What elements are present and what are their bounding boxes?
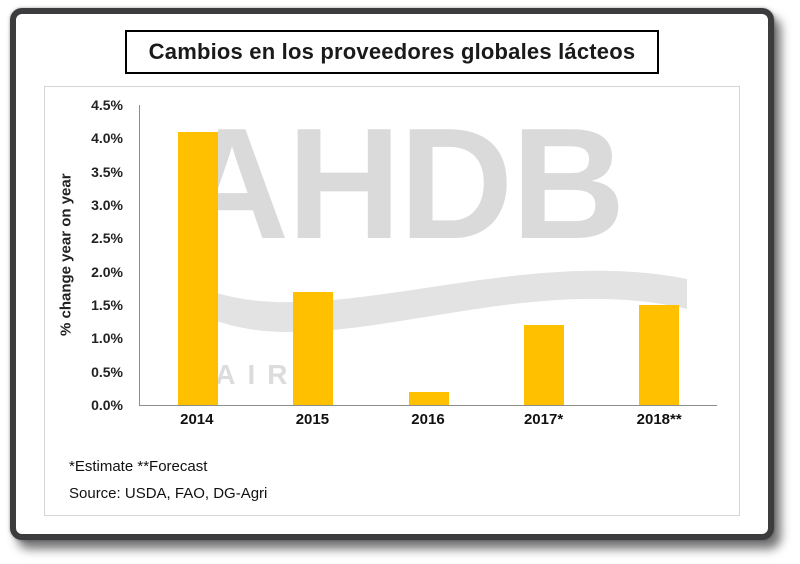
x-tick-label: 2014 bbox=[180, 411, 214, 428]
footnote-source: Source: USDA, FAO, DG-Agri bbox=[69, 485, 268, 502]
y-tick-label: 4.5% bbox=[91, 97, 123, 113]
x-axis-tick-labels: 2014 2015 2016 2017* 2018** bbox=[139, 411, 717, 428]
bar-slot bbox=[486, 325, 601, 405]
y-tick-label: 0.0% bbox=[91, 397, 123, 413]
y-tick-label: 3.5% bbox=[91, 163, 123, 180]
x-tick-label: 2018** bbox=[636, 411, 682, 428]
y-tick-label: 1.0% bbox=[91, 330, 123, 347]
y-axis-title: % change year on year bbox=[57, 173, 75, 337]
bar-slot bbox=[255, 291, 370, 405]
chart-title: Cambios en los proveedores globales láct… bbox=[148, 39, 636, 64]
bar-2015 bbox=[293, 291, 334, 405]
bar-2018** bbox=[639, 305, 680, 405]
bar-2017* bbox=[523, 325, 564, 405]
bar-slot bbox=[602, 305, 717, 405]
y-axis-tick-labels: 4.5% 4.0% 3.5% 3.0% 2.5% 2.0% 1.5% 1.0% 0.5% 0.0% bbox=[79, 97, 131, 413]
bar-2014 bbox=[177, 131, 218, 405]
bar-2016 bbox=[408, 391, 449, 405]
y-tick-label: 0.5% bbox=[91, 363, 123, 380]
chart-card-frame: Cambios en los proveedores globales láct… bbox=[10, 8, 774, 540]
y-tick-label: 2.5% bbox=[91, 230, 123, 247]
y-tick-label: 2.0% bbox=[91, 263, 123, 280]
chart-title-box: Cambios en los proveedores globales láct… bbox=[124, 30, 660, 74]
chart-region: AHDB DAIRY % change year on year 4.5% 4.0… bbox=[51, 95, 733, 447]
y-tick-label: 4.0% bbox=[91, 130, 123, 147]
y-tick-label: 3.0% bbox=[91, 197, 123, 213]
plot-area bbox=[139, 105, 717, 406]
x-tick-label: 2017* bbox=[523, 411, 564, 428]
bar-slot bbox=[371, 391, 486, 405]
y-tick-label: 1.5% bbox=[91, 297, 123, 313]
x-tick-label: 2015 bbox=[295, 411, 330, 428]
x-tick-label: 2016 bbox=[411, 411, 445, 428]
bar-slot bbox=[140, 131, 255, 405]
chart-area: AHDB DAIRY % change year on year 4.5% 4.0… bbox=[44, 86, 740, 516]
footnote-estimate-forecast: *Estimate **Forecast bbox=[69, 458, 208, 475]
footnotes: *Estimate **Forecast Source: USDA, FAO, … bbox=[69, 453, 733, 507]
